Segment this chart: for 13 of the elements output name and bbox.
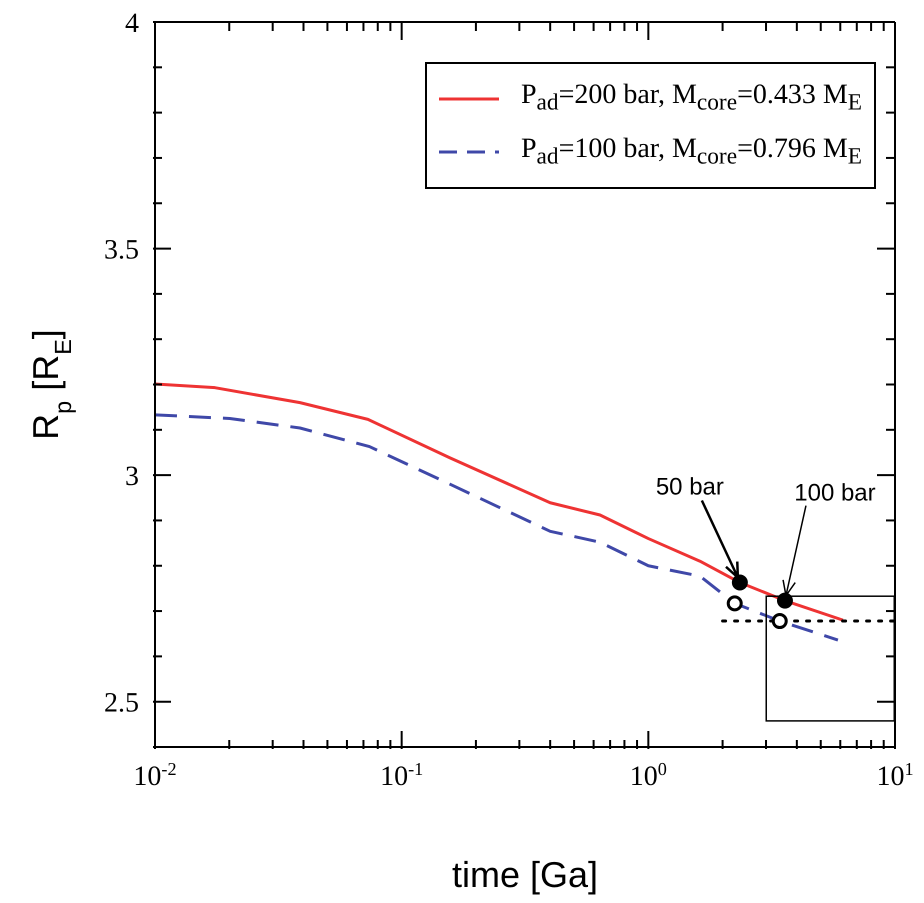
annotation: 50 bar bbox=[656, 474, 724, 501]
legend-label: P$_{ad}$=100 bar, M$_{core}$=0.796 M$_{E}$ bbox=[520, 132, 862, 172]
x-tick-label: 10$^{1}$ bbox=[876, 759, 914, 792]
y-tick-label: 2.5 bbox=[104, 688, 139, 719]
y-tick-label: 3.5 bbox=[104, 234, 139, 266]
annotation: 100 bar bbox=[794, 480, 876, 507]
y-tick-label: 4 bbox=[125, 8, 139, 39]
legend-label: P$_{ad}$=200 bar, M$_{core}$=0.433 M$_{E}$ bbox=[520, 78, 862, 118]
x-tick-label: 10$^{-2}$ bbox=[133, 759, 177, 792]
x-tick-label: 10$^{-1}$ bbox=[380, 759, 424, 792]
x-tick-label: 10$^{0}$ bbox=[630, 759, 667, 792]
x-axis-title: time [Ga] bbox=[452, 854, 598, 895]
y-tick-label: 3 bbox=[125, 461, 139, 492]
